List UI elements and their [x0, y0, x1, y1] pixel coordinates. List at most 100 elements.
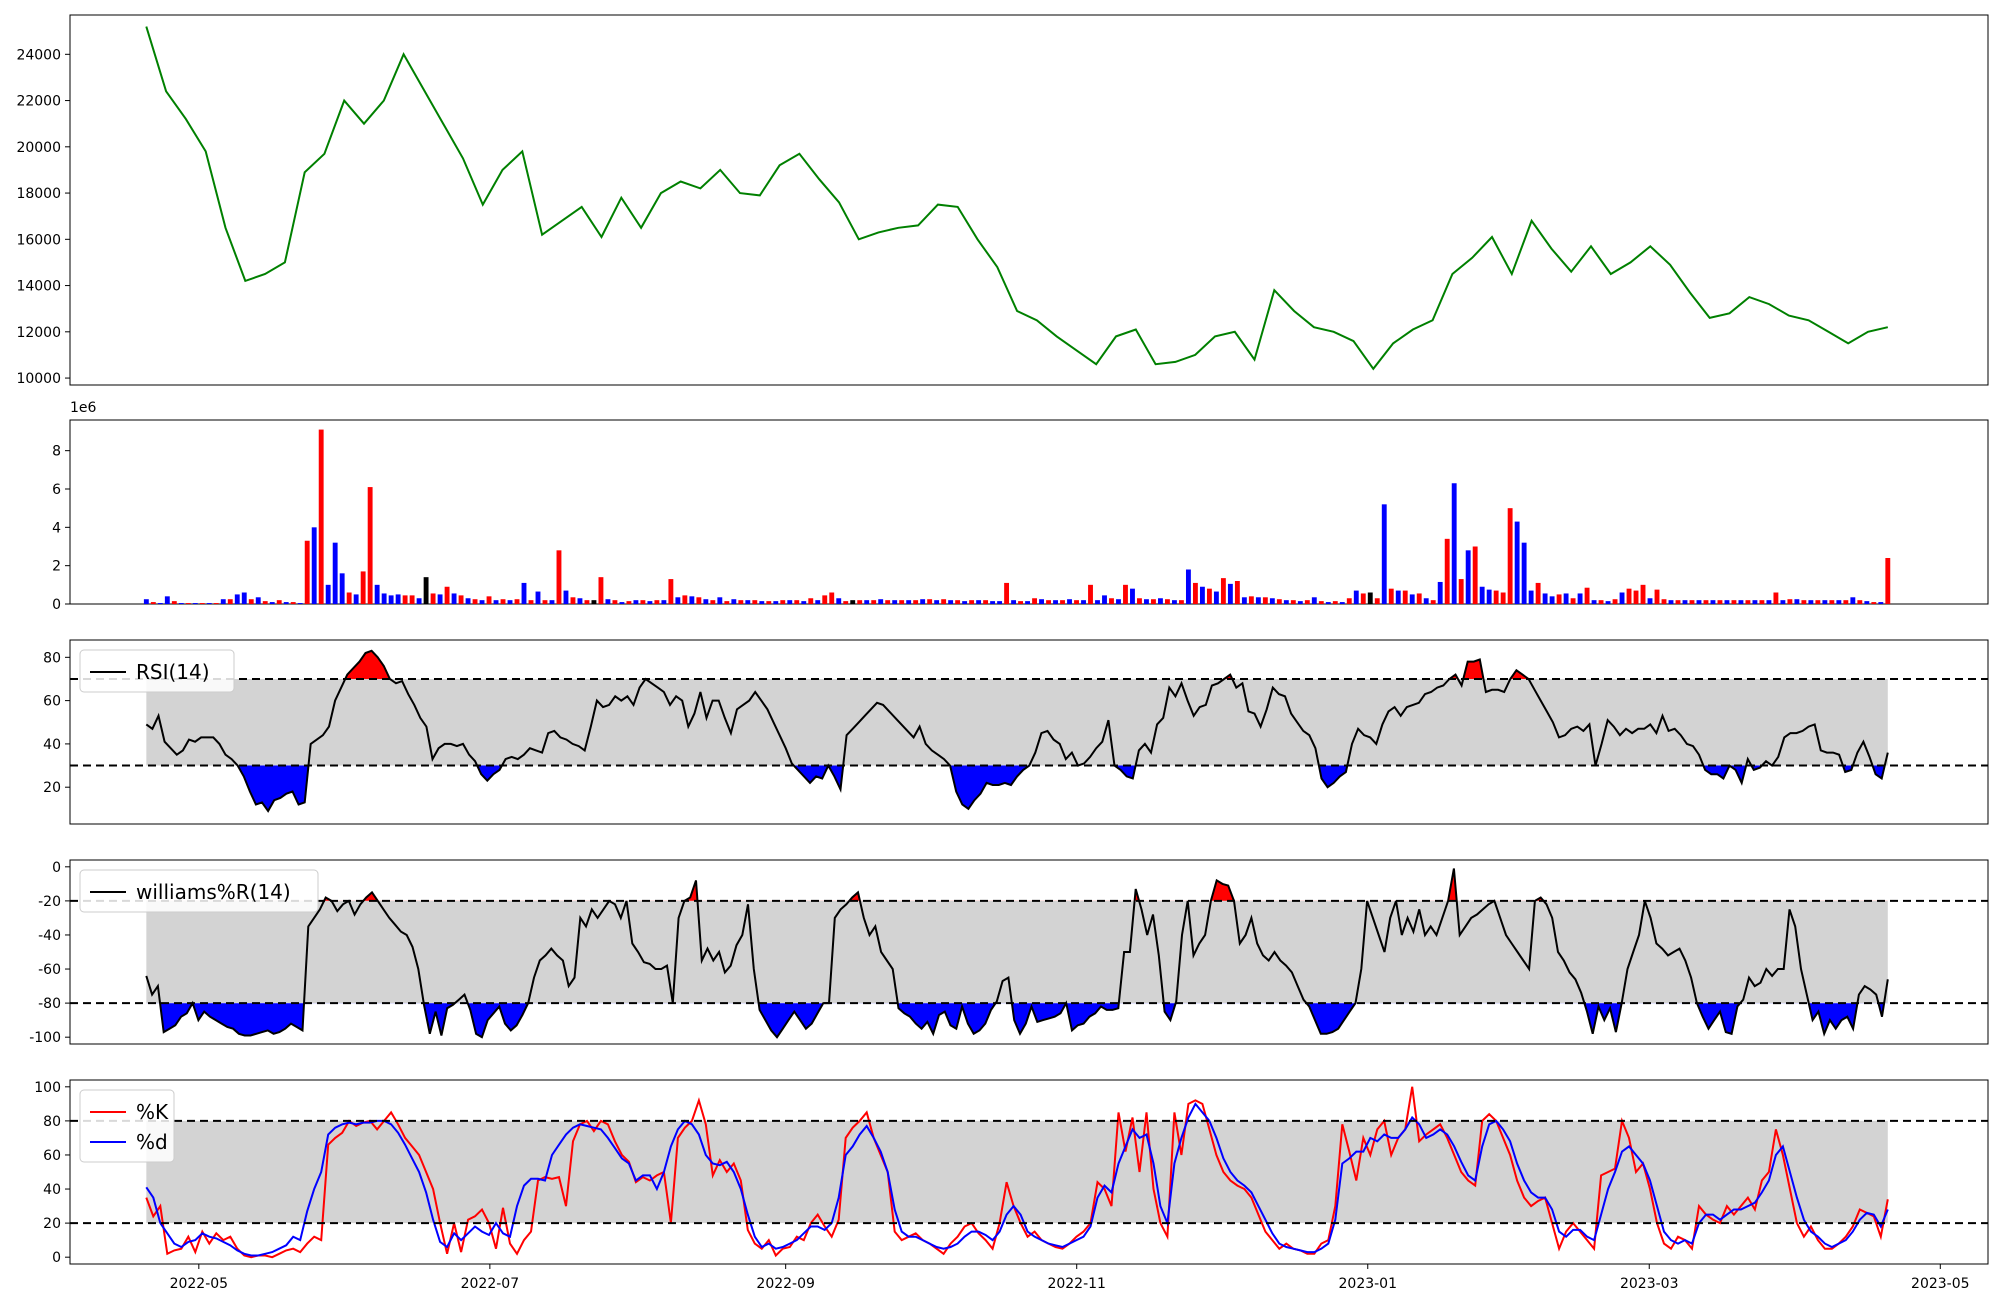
volume-bar — [444, 586, 450, 604]
volume-bar — [1535, 582, 1541, 604]
volume-bar — [1185, 569, 1191, 604]
volume-bar — [759, 601, 765, 604]
volume-bar — [1451, 483, 1457, 604]
volume-bar — [1605, 601, 1611, 604]
volume-bar — [1158, 598, 1163, 604]
volume-panel: 0 2 4 6 8 1e6 — [52, 400, 1989, 613]
volume-bar — [1332, 601, 1338, 604]
volume-bar — [752, 600, 758, 604]
volume-bar — [276, 600, 282, 604]
volume-bar — [591, 600, 597, 604]
volume-bar — [1647, 598, 1653, 604]
volume-bar — [1060, 600, 1065, 604]
volume-bar — [1787, 599, 1793, 604]
volume-bar — [717, 597, 723, 604]
volume-bar — [1199, 586, 1205, 604]
volume-bar — [1710, 600, 1716, 604]
y-tick-label: 60 — [43, 1148, 61, 1164]
volume-bar — [1549, 596, 1555, 604]
volume-bar — [1633, 590, 1639, 604]
volume-bar — [297, 603, 303, 604]
volume-bar — [1074, 600, 1079, 604]
x-tick-label: 2022-07 — [461, 1276, 520, 1292]
volume-bar — [598, 577, 604, 604]
y-tick-label: 8 — [52, 444, 61, 460]
volume-bar — [710, 600, 716, 604]
volume-bar — [1521, 542, 1527, 604]
volume-bar — [605, 599, 611, 604]
volume-bar — [794, 600, 800, 604]
williams-line — [145, 868, 1889, 1039]
volume-bar — [1619, 592, 1625, 604]
volume-bar — [500, 599, 506, 604]
volume-bar — [430, 593, 436, 604]
volume-bar — [1088, 584, 1093, 604]
volume-bar — [913, 600, 919, 604]
y-tick-label: 6 — [52, 482, 61, 498]
volume-bar — [1864, 601, 1870, 604]
volume-bar — [528, 600, 534, 604]
volume-bar — [339, 573, 345, 604]
y-tick-label: -100 — [29, 1030, 61, 1046]
y-tick-label: 20000 — [16, 140, 61, 156]
volume-bar — [451, 593, 457, 604]
y-tick-label: -80 — [38, 996, 61, 1012]
x-tick-label: 2023-01 — [1339, 1276, 1398, 1292]
volume-bar — [1137, 598, 1142, 604]
volume-bar — [1165, 599, 1170, 604]
volume-bar — [787, 600, 793, 604]
volume-bar — [556, 550, 562, 604]
volume-bar — [157, 603, 163, 604]
volume-bar — [283, 602, 289, 604]
volume-bar — [1081, 600, 1086, 604]
volume-bar — [1752, 600, 1758, 604]
volume-bar — [577, 598, 583, 604]
volume-bar — [899, 600, 905, 604]
volume-bar — [668, 579, 674, 604]
volume-bar — [1577, 593, 1583, 604]
volume-bar — [1325, 602, 1331, 604]
volume-bar — [773, 601, 779, 604]
volume-bar — [675, 597, 681, 604]
volume-bar — [1269, 598, 1275, 604]
stochastic-panel: 0 20 40 60 80 100 %K %d — [34, 1079, 1989, 1266]
williams-panel: -100 -80 -60 -40 -20 0 williams%R(14) — [29, 859, 1989, 1046]
volume-bar — [927, 599, 933, 604]
volume-bar — [1067, 599, 1072, 604]
volume-bar — [1878, 602, 1884, 604]
volume-bar — [374, 584, 380, 604]
volume-bar — [983, 600, 989, 604]
volume-bar — [696, 597, 702, 604]
volume-bar — [780, 600, 786, 604]
volume-bar — [1724, 600, 1730, 604]
x-axis: 2022-05 2022-07 2022-09 2022-11 2023-01 2023-… — [170, 1264, 1970, 1292]
volume-bar — [864, 600, 870, 604]
volume-bar — [311, 527, 317, 604]
y-tick-label: 80 — [43, 1114, 61, 1130]
volume-bar — [1360, 593, 1366, 604]
volume-bar — [948, 600, 954, 604]
volume-bar — [1885, 558, 1891, 604]
volume-bar — [976, 600, 982, 604]
volume-bar — [542, 600, 548, 604]
volume-bar — [185, 603, 191, 604]
volume-bar — [1829, 600, 1835, 604]
volume-bar — [1130, 588, 1135, 604]
volume-bar — [409, 595, 415, 604]
price-panel: 10000 12000 14000 16000 18000 20000 22000 24000 — [16, 14, 1989, 387]
volume-bar — [1465, 550, 1471, 604]
volume-bar — [486, 596, 492, 604]
volume-bar — [1563, 593, 1569, 604]
volume-bar — [1766, 600, 1772, 604]
volume-bar — [1004, 582, 1010, 604]
volume-bar — [381, 593, 387, 604]
y-tick-label: 0 — [52, 1250, 61, 1266]
volume-bar — [1703, 600, 1709, 604]
volume-bar — [1053, 600, 1058, 604]
volume-bar — [1717, 600, 1723, 604]
volume-bar — [388, 595, 394, 604]
volume-bar — [1689, 600, 1695, 604]
volume-bar — [199, 603, 205, 604]
volume-bar — [1437, 581, 1443, 604]
